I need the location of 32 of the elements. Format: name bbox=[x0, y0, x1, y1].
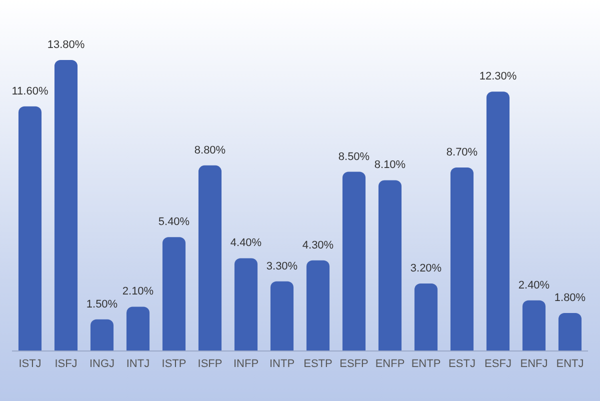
x-tick-label: ISTJ bbox=[18, 358, 42, 370]
data-label: 2.40% bbox=[518, 279, 550, 292]
x-tick-label: ISTP bbox=[162, 358, 186, 370]
x-tick-label: INTJ bbox=[126, 358, 150, 370]
data-label: 8.10% bbox=[374, 159, 406, 172]
data-label: 1.80% bbox=[554, 292, 586, 304]
x-tick-label: ENTJ bbox=[556, 358, 584, 370]
x-tick-label: INFP bbox=[233, 358, 259, 370]
data-label: 4.40% bbox=[230, 237, 262, 250]
x-tick-label: ESFP bbox=[340, 358, 368, 370]
x-tick-label: INTP bbox=[269, 358, 295, 370]
x-tick-label: ISFP bbox=[198, 358, 222, 370]
x-tick-label: ENFJ bbox=[520, 358, 548, 370]
x-tick-label: ESTP bbox=[304, 358, 332, 370]
data-label: 5.40% bbox=[158, 216, 190, 228]
x-tick-label: ENFP bbox=[375, 358, 405, 370]
data-label: 2.10% bbox=[122, 286, 154, 298]
x-tick-label: ESTJ bbox=[448, 358, 476, 370]
data-label: 8.80% bbox=[194, 144, 226, 156]
data-label: 13.80% bbox=[47, 39, 85, 51]
data-label: 11.60% bbox=[12, 85, 48, 98]
data-label: 1.50% bbox=[86, 298, 118, 310]
x-tick-label: ENTP bbox=[411, 358, 441, 370]
data-label: 3.20% bbox=[410, 262, 442, 275]
x-tick-label: INGJ bbox=[89, 358, 115, 370]
data-label: 3.30% bbox=[266, 260, 298, 272]
data-label: 8.50% bbox=[338, 150, 370, 163]
x-tick-label: ESFJ bbox=[484, 358, 512, 370]
data-label: 4.30% bbox=[302, 239, 334, 252]
data-label: 12.30% bbox=[479, 70, 517, 83]
data-label: 8.70% bbox=[446, 146, 478, 159]
x-tick-label: ISFJ bbox=[54, 358, 78, 370]
